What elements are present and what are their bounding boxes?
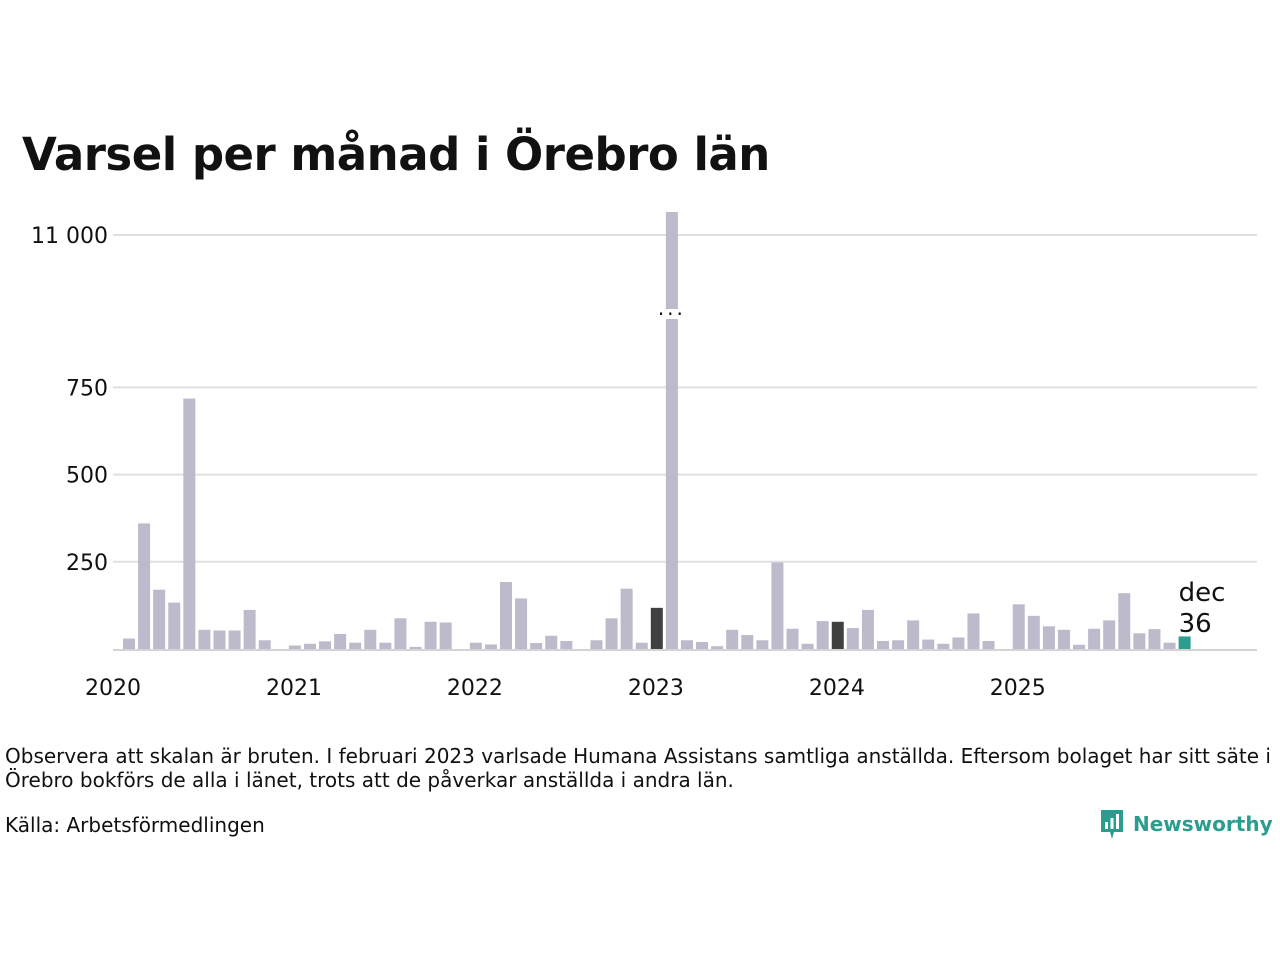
bar [1012,604,1025,649]
x-tick-label: 2022 [447,676,503,701]
bar [1057,629,1070,649]
brand-name: Newsworthy [1133,812,1273,836]
bar [635,642,648,649]
x-tick-label: 2024 [809,676,865,701]
bar [258,640,271,649]
footnote: Observera att skalan är bruten. I februa… [5,744,1271,792]
bar [620,588,633,649]
bar [1073,644,1086,649]
bars: ··· [123,212,1191,649]
bar [138,523,151,649]
x-tick-label: 2025 [990,676,1046,701]
x-tick-label: 2021 [266,676,322,701]
x-tick-label: 2020 [85,676,141,701]
bar [1163,642,1176,649]
bar [726,629,739,649]
bar [846,628,859,649]
brand-logo[interactable]: Newsworthy [1099,808,1273,840]
bar [1118,593,1131,649]
x-axis-labels: 2020 2021 2022 2023 2024 2025 [85,676,1046,701]
axis-break-gap [663,309,680,319]
latest-month-label: dec [1179,578,1226,608]
bar [1088,628,1101,649]
bar [877,640,889,649]
bar [605,618,618,649]
x-tick-label: 2023 [628,676,684,701]
bar [861,609,874,649]
bar-chart: 250 500 750 11 000 ··· 2020 2021 2022 2023 2024… [31,212,1257,701]
bar [922,639,935,649]
bar [228,630,241,649]
bar [786,628,799,649]
bar [469,642,482,649]
bar [439,622,452,649]
bar [1178,636,1191,649]
bar [409,646,422,649]
bar [680,640,693,649]
bar [303,643,316,649]
bar [831,621,844,649]
bar [153,589,166,649]
bar [424,621,437,649]
gridlines [113,234,1257,651]
bar [394,618,407,649]
bar [816,621,829,649]
bar [801,643,814,649]
axis-break-marker: ··· [658,302,686,326]
source-label: Källa: Arbetsförmedlingen [5,813,265,837]
bar [484,644,497,649]
y-tick-label: 250 [66,551,108,576]
bar [379,642,392,649]
bar [967,613,980,649]
bar [364,629,377,649]
bar [696,642,709,649]
bar [349,642,362,649]
bar [168,602,181,649]
bar [1027,615,1040,649]
bar [334,634,347,649]
bar [515,598,528,649]
bar [937,643,950,649]
bar [1133,633,1146,649]
bar [123,638,135,649]
bar [892,640,905,649]
bar [213,630,226,649]
bar [288,645,301,649]
bar [590,640,603,649]
y-tick-label: 750 [66,376,108,401]
bar [183,398,196,649]
bar [952,637,965,649]
bar [243,609,256,649]
bar [982,640,995,649]
newsworthy-bar-chart-icon [1101,810,1123,839]
chart-title: Varsel per månad i Örebro län [22,128,770,181]
bar [545,635,558,649]
bar [198,629,211,649]
bar [665,212,678,649]
bar [530,643,543,649]
bar [1042,626,1055,649]
bar [560,640,573,649]
bar [711,646,724,649]
bar [907,620,920,649]
bar [650,607,663,649]
bar [771,562,784,649]
y-tick-label: 500 [66,464,108,489]
bar [1103,620,1116,649]
y-axis-labels: 250 500 750 11 000 [31,224,108,576]
latest-value-label: 36 [1179,609,1212,639]
bar [1148,629,1161,649]
bar [319,641,332,649]
bar [756,640,769,649]
y-tick-label: 11 000 [31,224,108,249]
bar [500,582,512,649]
bar [741,635,754,649]
